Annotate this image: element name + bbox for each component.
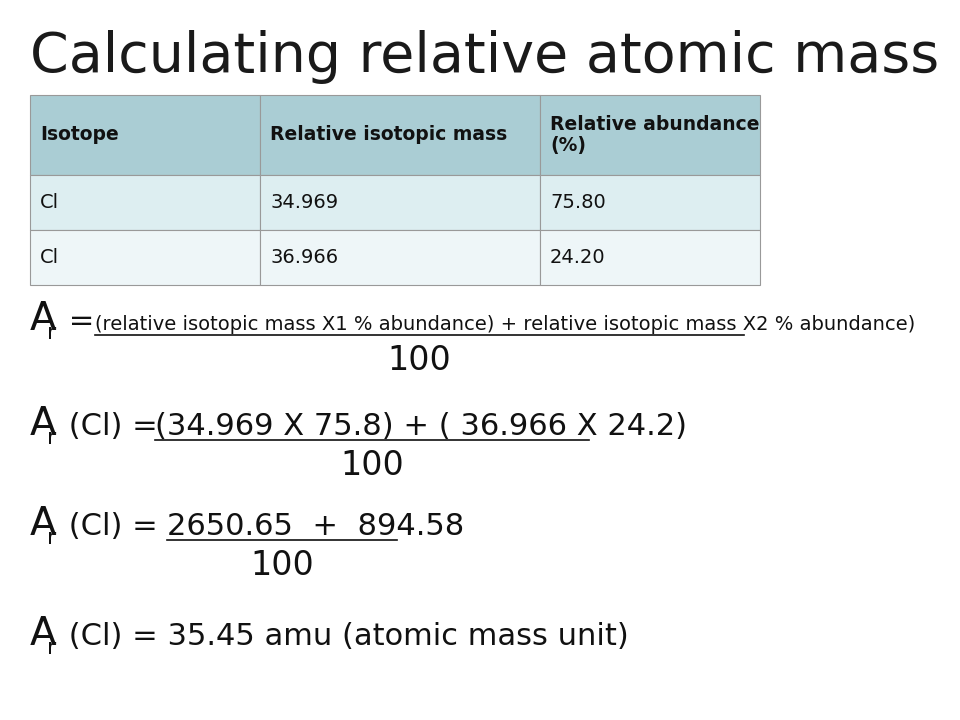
Text: r: r — [47, 638, 57, 658]
Text: r: r — [47, 528, 57, 548]
Text: (Cl) =: (Cl) = — [59, 412, 167, 441]
Bar — [260, 230, 540, 285]
Text: (Cl) =: (Cl) = — [59, 512, 177, 541]
Bar — [260, 175, 540, 230]
Bar — [540, 230, 760, 285]
Text: A: A — [30, 405, 57, 443]
Text: A: A — [30, 300, 57, 338]
Text: Cl: Cl — [40, 248, 60, 267]
Text: r: r — [47, 323, 57, 343]
Text: Isotope: Isotope — [40, 125, 119, 145]
Bar — [260, 95, 540, 175]
Text: 36.966: 36.966 — [270, 248, 338, 267]
Text: (Cl) = 35.45 amu (atomic mass unit): (Cl) = 35.45 amu (atomic mass unit) — [59, 622, 628, 651]
Text: 24.20: 24.20 — [550, 248, 606, 267]
Text: (34.969 X 75.8) + ( 36.966 X 24.2): (34.969 X 75.8) + ( 36.966 X 24.2) — [156, 412, 687, 441]
Text: Calculating relative atomic mass: Calculating relative atomic mass — [30, 30, 939, 84]
Text: (relative isotopic mass X1 % abundance) + relative isotopic mass X2 % abundance): (relative isotopic mass X1 % abundance) … — [95, 315, 915, 334]
Text: r: r — [47, 428, 57, 448]
Text: Relative abundance
(%): Relative abundance (%) — [550, 114, 759, 156]
Bar — [30, 95, 260, 175]
Text: 75.80: 75.80 — [550, 193, 606, 212]
Text: 100: 100 — [251, 549, 314, 582]
Text: Relative isotopic mass: Relative isotopic mass — [270, 125, 507, 145]
Bar — [540, 175, 760, 230]
Bar — [30, 175, 260, 230]
Bar — [540, 95, 760, 175]
Bar — [30, 230, 260, 285]
Text: Cl: Cl — [40, 193, 60, 212]
Text: 100: 100 — [388, 344, 451, 377]
Text: 34.969: 34.969 — [270, 193, 338, 212]
Text: 2650.65  +  894.58: 2650.65 + 894.58 — [167, 512, 465, 541]
Text: A: A — [30, 505, 57, 543]
Text: =: = — [59, 307, 104, 336]
Text: A: A — [30, 615, 57, 653]
Text: 100: 100 — [341, 449, 404, 482]
